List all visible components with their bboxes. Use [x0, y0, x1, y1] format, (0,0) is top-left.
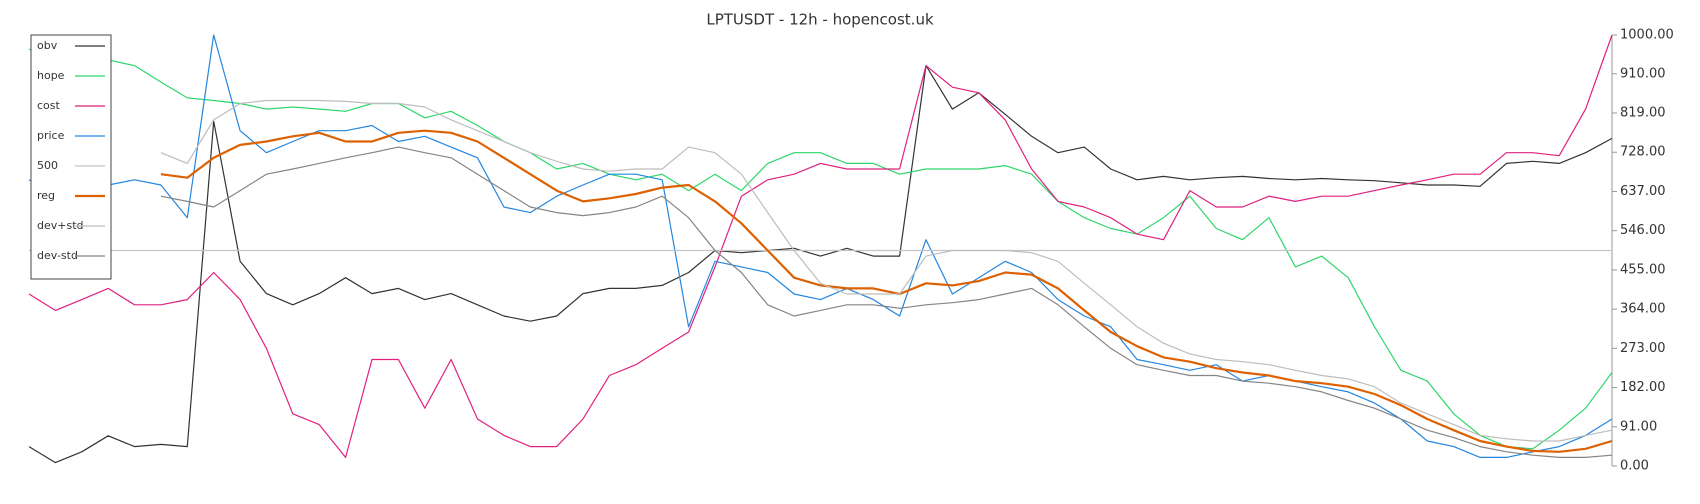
legend-label: 500 — [37, 159, 58, 172]
y-tick-label: 910.00 — [1620, 66, 1666, 81]
y-tick-label: 546.00 — [1620, 223, 1666, 238]
legend: obv hope cost price 500 reg dev+std dev-std — [30, 34, 112, 280]
series-line — [28, 65, 1613, 464]
series-line — [160, 146, 1613, 458]
legend-label: hope — [37, 69, 65, 82]
legend-label: dev-std — [37, 249, 78, 262]
y-tick-label: 1000.00 — [1620, 28, 1674, 43]
legend-label: price — [37, 129, 65, 142]
legend-label: reg — [37, 189, 55, 202]
legend-label: obv — [37, 39, 58, 52]
y-tick-label: 91.00 — [1620, 419, 1657, 434]
y-tick-label: 182.00 — [1620, 380, 1666, 395]
y-tick-label: 273.00 — [1620, 341, 1666, 356]
y-tick-label: 637.00 — [1620, 184, 1666, 199]
series-line — [160, 129, 1613, 453]
series-line — [28, 34, 1613, 458]
y-tick-label: 819.00 — [1620, 106, 1666, 121]
y-tick-label: 0.00 — [1620, 459, 1649, 474]
chart-title: LPTUSDT - 12h - hopencost.uk — [706, 11, 934, 29]
series-line — [160, 99, 1613, 442]
legend-label: dev+std — [37, 219, 84, 232]
legend-label: cost — [37, 99, 61, 112]
series-line — [28, 48, 1613, 450]
y-tick-label: 455.00 — [1620, 262, 1666, 277]
series-line — [28, 34, 1613, 458]
y-tick-label: 728.00 — [1620, 145, 1666, 160]
y-tick-label: 364.00 — [1620, 302, 1666, 317]
